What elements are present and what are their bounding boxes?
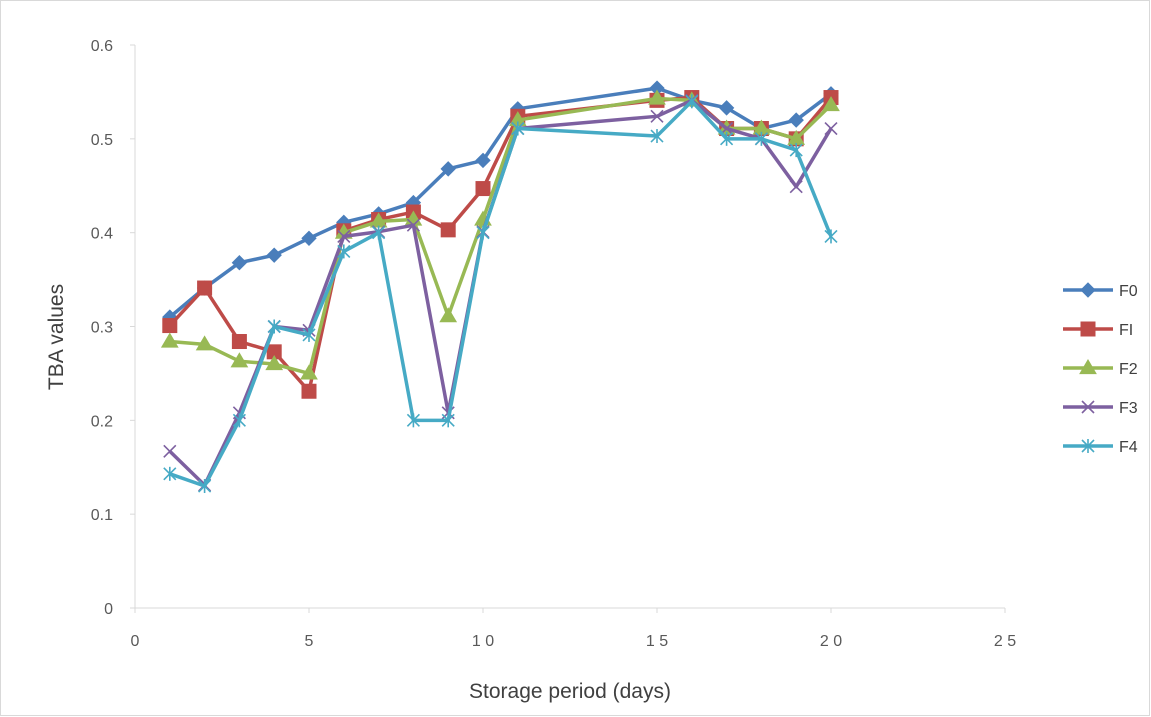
data-point-f3 bbox=[789, 180, 803, 194]
legend: F0 FI F2 F3 F4 bbox=[1063, 282, 1138, 456]
x-tick-label: 2 0 bbox=[820, 633, 842, 650]
y-tick-label: 0 bbox=[104, 601, 113, 618]
y-axis-title: TBA values bbox=[45, 284, 68, 390]
legend-item-fi: FI bbox=[1063, 321, 1133, 339]
data-point-f4 bbox=[337, 244, 351, 259]
axes bbox=[134, 45, 1005, 609]
series-layer bbox=[160, 80, 840, 494]
legend-item-f4: F4 bbox=[1063, 439, 1138, 456]
data-point-fi bbox=[440, 222, 456, 238]
data-point-f4 bbox=[163, 466, 177, 481]
data-point-f4 bbox=[198, 479, 212, 494]
series-f0 bbox=[162, 80, 839, 325]
y-tick-label: 0.6 bbox=[91, 38, 113, 55]
data-point-f3 bbox=[824, 121, 838, 136]
data-point-f3 bbox=[406, 218, 420, 232]
legend-item-f0: F0 bbox=[1063, 282, 1138, 300]
data-point-f4 bbox=[511, 121, 525, 136]
legend-marker bbox=[1079, 359, 1097, 375]
legend-label: F2 bbox=[1119, 361, 1138, 378]
data-point-f2 bbox=[822, 96, 840, 112]
data-point-f0 bbox=[718, 100, 735, 116]
x-tick-label: 1 5 bbox=[646, 633, 668, 650]
y-tick-label: 0.2 bbox=[91, 413, 113, 430]
data-point-f2 bbox=[648, 89, 666, 105]
data-point-f2 bbox=[300, 364, 318, 380]
legend-marker bbox=[1080, 282, 1096, 298]
data-point-f4 bbox=[476, 225, 490, 240]
data-point-f0 bbox=[788, 112, 804, 128]
data-point-f4 bbox=[232, 413, 246, 428]
y-tick-label: 0.5 bbox=[91, 132, 113, 149]
data-point-f4 bbox=[267, 319, 281, 334]
data-point-fi bbox=[231, 334, 247, 350]
x-tick-label: 5 bbox=[305, 633, 314, 650]
data-point-f4 bbox=[441, 413, 455, 428]
data-point-f4 bbox=[754, 131, 768, 146]
data-point-f0 bbox=[231, 254, 248, 271]
data-point-fi bbox=[475, 181, 491, 197]
legend-label: F0 bbox=[1119, 283, 1138, 300]
data-point-f3 bbox=[650, 109, 664, 123]
data-point-f0 bbox=[301, 230, 317, 247]
series-f4 bbox=[163, 94, 838, 494]
data-point-f3 bbox=[337, 229, 351, 243]
data-point-f2 bbox=[160, 332, 179, 348]
data-point-f4 bbox=[302, 327, 316, 342]
data-point-f4 bbox=[650, 129, 664, 144]
data-point-f4 bbox=[824, 229, 838, 244]
x-axis-title: Storage period (days) bbox=[469, 680, 671, 703]
data-point-f2 bbox=[265, 355, 284, 371]
x-tick-label: 0 bbox=[131, 633, 140, 650]
legend-item-f3: F3 bbox=[1063, 400, 1138, 417]
legend-marker bbox=[1081, 400, 1095, 414]
y-tick-label: 0.4 bbox=[91, 226, 113, 243]
data-point-f4 bbox=[372, 225, 386, 240]
x-tick-label: 2 5 bbox=[994, 633, 1016, 650]
data-point-fi bbox=[197, 280, 213, 296]
x-axis-ticks: 0 5 1 0 1 5 2 0 2 5 bbox=[131, 608, 1016, 650]
data-point-f0 bbox=[266, 247, 282, 263]
y-axis-ticks: 0 0.1 0.2 0.3 0.4 0.5 0.6 bbox=[91, 38, 135, 618]
data-point-f4 bbox=[685, 94, 699, 109]
legend-marker bbox=[1080, 321, 1096, 337]
data-point-f3 bbox=[163, 444, 177, 458]
legend-item-f2: F2 bbox=[1063, 359, 1138, 378]
y-tick-label: 0.1 bbox=[91, 507, 113, 524]
data-point-f4 bbox=[789, 143, 803, 158]
data-point-f2 bbox=[230, 352, 249, 368]
data-point-fi bbox=[162, 318, 178, 334]
data-point-f4 bbox=[720, 131, 734, 146]
series-line-f3 bbox=[168, 98, 833, 487]
series-line-f4 bbox=[169, 99, 833, 488]
data-point-f2 bbox=[195, 335, 214, 351]
data-point-f0 bbox=[440, 161, 456, 177]
y-tick-label: 0.3 bbox=[91, 320, 113, 337]
data-point-fi bbox=[301, 383, 317, 399]
legend-label: FI bbox=[1119, 322, 1133, 339]
data-point-f0 bbox=[475, 152, 491, 169]
legend-label: F4 bbox=[1119, 439, 1138, 456]
data-point-f4 bbox=[406, 413, 420, 428]
legend-label: F3 bbox=[1119, 400, 1138, 417]
x-tick-label: 1 0 bbox=[472, 633, 494, 650]
legend-marker bbox=[1081, 439, 1095, 453]
data-point-f2 bbox=[439, 307, 458, 323]
